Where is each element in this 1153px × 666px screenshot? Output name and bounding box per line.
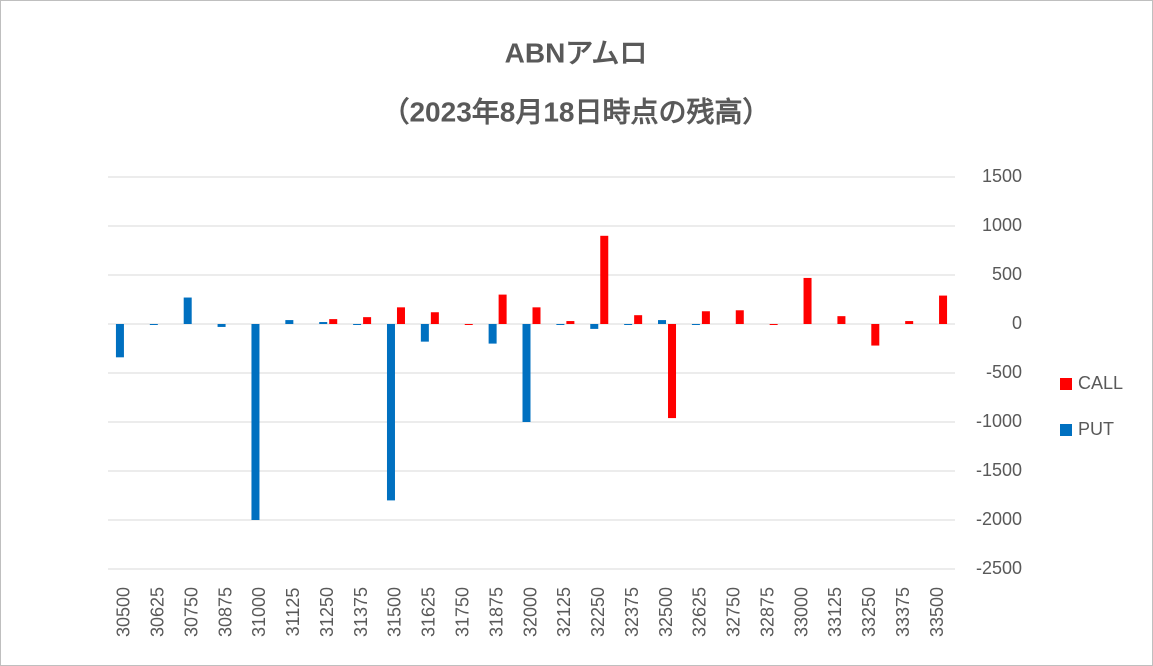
bar: [658, 320, 667, 324]
y-tick-label: -2000: [976, 509, 1022, 529]
x-tick-label: 33250: [859, 587, 879, 637]
bar: [600, 235, 609, 324]
bar: [871, 324, 880, 346]
bar: [634, 315, 643, 324]
bar: [488, 324, 497, 344]
legend-label: PUT: [1078, 419, 1114, 439]
bar: [319, 322, 328, 324]
bar: [498, 294, 507, 324]
x-tick-label: 31875: [486, 587, 506, 637]
x-tick-label: 32500: [656, 587, 676, 637]
x-tick-label: 33500: [927, 587, 947, 637]
x-tick-label: 31250: [317, 587, 337, 637]
bar: [769, 324, 778, 325]
bar: [735, 310, 744, 324]
legend-label: CALL: [1078, 373, 1123, 393]
bar: [363, 317, 372, 324]
x-tick-label: 30875: [215, 587, 235, 637]
x-tick-label: 31000: [249, 587, 269, 637]
bar: [905, 321, 914, 324]
bar: [217, 324, 226, 327]
x-tick-label: 32125: [554, 587, 574, 637]
x-tick-label: 31125: [283, 588, 303, 637]
y-tick-label: 500: [992, 264, 1022, 284]
bar: [396, 307, 405, 324]
x-tick-label: 33375: [893, 587, 913, 637]
y-tick-label: 0: [1012, 313, 1022, 333]
x-tick-label: 31625: [419, 587, 439, 637]
bar: [803, 277, 812, 324]
x-tick-label: 33000: [791, 587, 811, 637]
bar: [386, 324, 395, 501]
bar: [149, 324, 158, 325]
y-tick-label: -500: [986, 362, 1022, 382]
bar: [668, 324, 677, 419]
legend-swatch: [1060, 424, 1072, 436]
y-tick-label: -1500: [976, 460, 1022, 480]
x-tick-label: 30500: [114, 587, 134, 637]
bar: [590, 324, 599, 329]
bar: [624, 324, 633, 325]
y-tick-label: -2500: [976, 558, 1022, 578]
chart-subtitle: （2023年8月18日時点の残高）: [381, 95, 770, 127]
bar: [939, 295, 948, 324]
bar: [701, 311, 710, 324]
x-tick-label: 31375: [351, 587, 371, 637]
x-tick-label: 30625: [148, 587, 168, 637]
bar: [329, 319, 338, 324]
y-tick-label: 1000: [982, 215, 1022, 235]
bar: [691, 324, 700, 325]
bar: [566, 321, 575, 324]
x-tick-label: 32875: [757, 587, 777, 637]
bar: [556, 324, 565, 325]
bar: [420, 324, 429, 342]
bar: [115, 324, 124, 358]
chart-title: ABNアムロ: [505, 37, 648, 68]
bar: [353, 324, 362, 325]
x-tick-label: 32250: [588, 587, 608, 637]
x-tick-label: 30750: [181, 587, 201, 637]
x-tick-label: 31500: [385, 587, 405, 637]
x-tick-label: 32750: [724, 587, 744, 637]
x-tick-label: 32000: [520, 587, 540, 637]
x-tick-label: 31750: [452, 587, 472, 637]
y-tick-label: -1000: [976, 411, 1022, 431]
bar: [183, 297, 192, 324]
bar: [430, 312, 439, 324]
bar: [464, 324, 473, 325]
x-tick-label: 33125: [825, 587, 845, 637]
bar: [285, 320, 294, 324]
y-tick-label: 1500: [982, 166, 1022, 186]
bar: [837, 316, 846, 324]
bar: [532, 307, 541, 324]
x-tick-label: 32625: [690, 587, 710, 637]
legend-swatch: [1060, 378, 1072, 390]
bar: [522, 324, 531, 422]
x-tick-label: 32375: [622, 587, 642, 637]
bar: [251, 324, 260, 520]
